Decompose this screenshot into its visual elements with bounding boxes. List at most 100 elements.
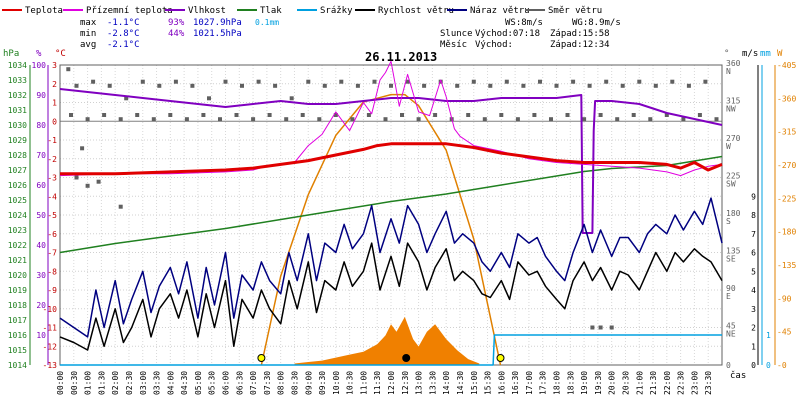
wind-dir-point bbox=[433, 113, 438, 117]
wind-dir-point bbox=[609, 325, 614, 330]
tick-hpa: 1032 bbox=[8, 91, 27, 100]
tick-time: 19:00 bbox=[580, 371, 589, 395]
tick-degc: -10 bbox=[43, 305, 58, 314]
wind-dir-point bbox=[350, 117, 355, 122]
info-sunset: Západ:15:58 bbox=[550, 29, 610, 39]
wind-dir-point bbox=[85, 117, 90, 122]
wind-dir-point bbox=[504, 79, 509, 84]
stat-avg-label: avg bbox=[80, 40, 96, 50]
tick-time: 11:00 bbox=[359, 371, 368, 395]
wind-dir-point bbox=[74, 175, 79, 180]
wind-dir-point bbox=[184, 117, 189, 122]
tick-hpa: 1029 bbox=[8, 136, 27, 145]
tick-time: 08:30 bbox=[290, 371, 299, 395]
tick-dir-num: 225 bbox=[726, 172, 741, 181]
tick-dir-num: 135 bbox=[726, 247, 741, 256]
solar-curve bbox=[260, 93, 502, 366]
tick-degc: -4 bbox=[47, 192, 57, 201]
tick-time: 19:30 bbox=[594, 371, 603, 395]
tick-pct: 30 bbox=[36, 271, 46, 280]
wind-dir-point bbox=[74, 83, 79, 88]
tick-degc: -5 bbox=[47, 211, 57, 220]
solar-fill bbox=[294, 316, 480, 365]
tick-degc: -9 bbox=[47, 286, 57, 295]
wind-dir-point bbox=[66, 67, 71, 72]
series-wind-speed bbox=[59, 242, 723, 351]
tick-ms: 1 bbox=[751, 342, 756, 351]
tick-mm: 1 bbox=[766, 331, 771, 340]
wind-dir-point bbox=[648, 117, 653, 122]
series-wind-gust bbox=[59, 197, 723, 338]
stat-max-rain: 0.1mm bbox=[255, 18, 279, 27]
wind-dir-point bbox=[620, 83, 625, 88]
wind-dir-point bbox=[571, 79, 576, 84]
wind-dir-point bbox=[653, 83, 658, 88]
wind-dir-point bbox=[234, 113, 239, 117]
wind-dir-point bbox=[284, 117, 289, 122]
unit-mm: mm bbox=[760, 49, 771, 59]
tick-w: -405 bbox=[777, 61, 796, 70]
wind-dir-point bbox=[598, 113, 603, 117]
tick-hpa: 1033 bbox=[8, 76, 27, 85]
info-moonset: Západ:12:34 bbox=[550, 40, 610, 50]
tick-time: 17:30 bbox=[539, 371, 548, 395]
wind-dir-point bbox=[85, 183, 90, 188]
wind-dir-point bbox=[251, 117, 256, 122]
tick-time: 03:30 bbox=[153, 371, 162, 395]
tick-degc: 1 bbox=[52, 99, 57, 108]
tick-dir-label: SE bbox=[726, 255, 736, 264]
tick-ms: 7 bbox=[751, 230, 756, 239]
tick-w: -360 bbox=[777, 94, 796, 103]
tick-pct: 100 bbox=[32, 61, 47, 70]
tick-dir-label: NW bbox=[726, 105, 736, 114]
stat-min-hum: 44% bbox=[168, 29, 185, 39]
wind-dir-point bbox=[466, 113, 471, 117]
wind-dir-point bbox=[686, 83, 691, 88]
info-sunrise: Východ:07:18 bbox=[475, 29, 540, 39]
wind-dir-point bbox=[96, 179, 101, 184]
tick-time: 10:00 bbox=[332, 371, 341, 395]
stat-max-hum: 93% bbox=[168, 18, 185, 28]
tick-time: 04:30 bbox=[180, 371, 189, 395]
grid bbox=[59, 64, 723, 366]
tick-time: 08:00 bbox=[277, 371, 286, 395]
wind-dir-point bbox=[223, 79, 228, 84]
tick-hpa: 1031 bbox=[8, 106, 27, 115]
tick-time: 14:00 bbox=[442, 371, 451, 395]
tick-dir-label: N bbox=[726, 67, 731, 76]
tick-time: 22:00 bbox=[663, 371, 672, 395]
wind-dir-point bbox=[422, 83, 427, 88]
tick-time: 16:00 bbox=[497, 371, 506, 395]
tick-time: 10:30 bbox=[346, 371, 355, 395]
wind-dir-point bbox=[289, 96, 294, 101]
tick-mm: 0 bbox=[766, 361, 771, 370]
tick-dir-num: 45 bbox=[726, 322, 736, 331]
wind-dir-point bbox=[670, 79, 675, 84]
tick-time: 15:00 bbox=[470, 371, 479, 395]
tick-hpa: 1019 bbox=[8, 286, 27, 295]
unit-ms: m/s bbox=[742, 49, 758, 59]
wind-dir-point bbox=[333, 113, 338, 117]
chart-title: 26.11.2013 bbox=[365, 50, 437, 64]
tick-time: 07:30 bbox=[263, 371, 272, 395]
tick-w: -270 bbox=[777, 161, 796, 170]
tick-w: -180 bbox=[777, 228, 796, 237]
wind-dir-point bbox=[482, 117, 487, 122]
wind-dir-point bbox=[118, 117, 123, 122]
tick-degc: -12 bbox=[43, 342, 58, 351]
wind-dir-point bbox=[339, 79, 344, 84]
info-wg: WG:8.9m/s bbox=[572, 18, 621, 28]
tick-time: 20:00 bbox=[608, 371, 617, 395]
sun-marker bbox=[496, 354, 505, 362]
legend-label-4: Srážky bbox=[320, 6, 353, 16]
series-pressure bbox=[59, 155, 723, 254]
tick-time: 17:00 bbox=[525, 371, 534, 395]
tick-degc: -2 bbox=[47, 155, 57, 164]
wind-dir-point bbox=[306, 79, 311, 84]
wind-dir-point bbox=[714, 117, 719, 122]
wind-dir-point bbox=[488, 83, 493, 88]
wind-dir-point bbox=[317, 117, 322, 122]
tick-hpa: 1027 bbox=[8, 166, 27, 175]
wind-dir-point bbox=[681, 117, 686, 122]
tick-hpa: 1021 bbox=[8, 256, 27, 265]
